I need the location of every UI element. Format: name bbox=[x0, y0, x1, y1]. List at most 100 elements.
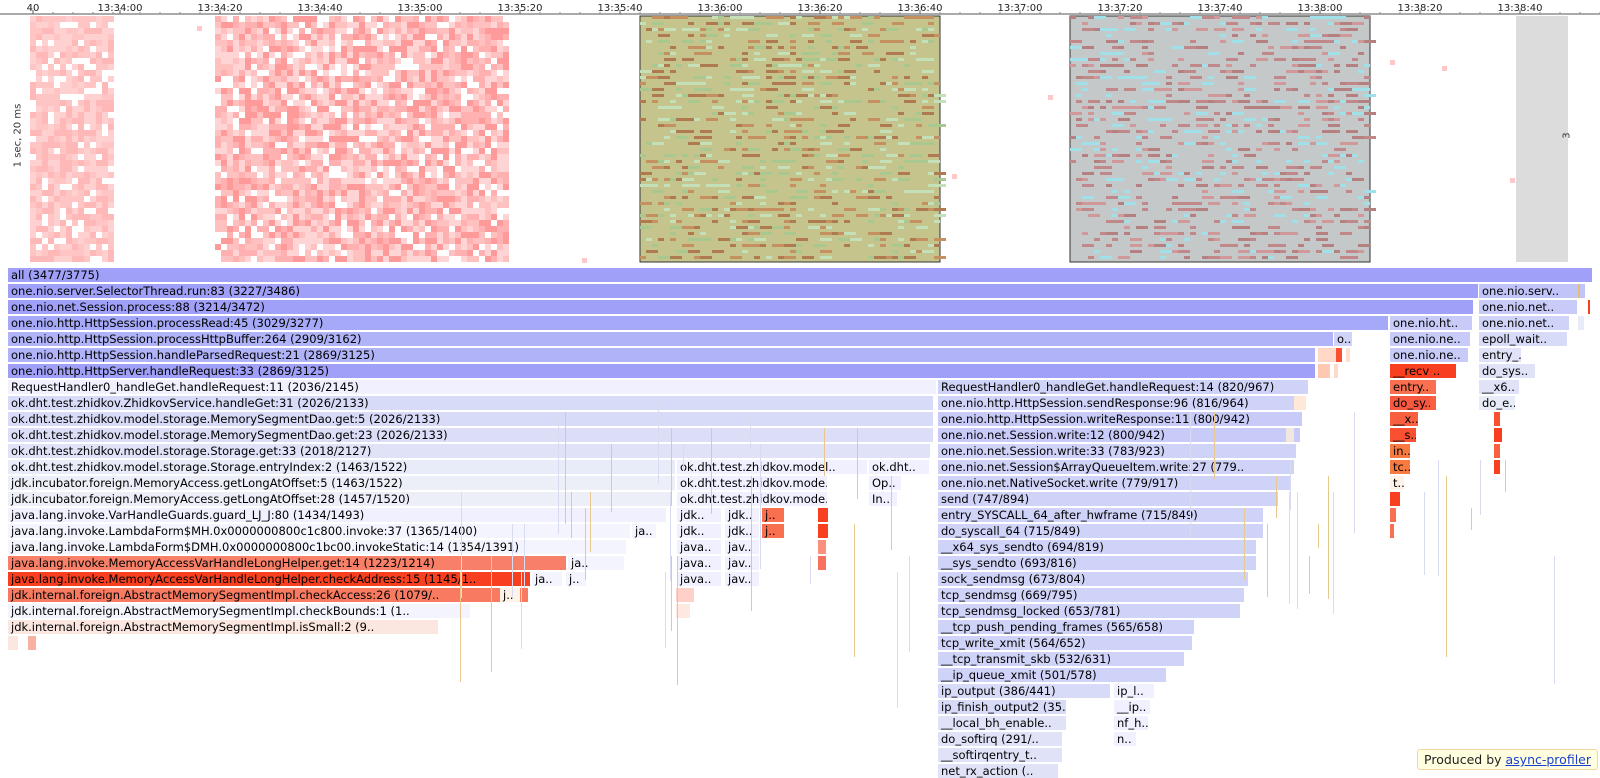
flame-frame[interactable]: one.nio.http.HttpServer.handleRequest:33… bbox=[8, 364, 1315, 378]
flame-frame[interactable]: jdk.. bbox=[677, 508, 721, 522]
flame-frame-small[interactable] bbox=[1390, 524, 1394, 538]
flame-frame[interactable]: RequestHandler0_handleGet.handleRequest:… bbox=[938, 380, 1308, 394]
flame-frame-small[interactable] bbox=[1334, 364, 1338, 378]
flame-frame-small[interactable] bbox=[1494, 460, 1500, 474]
flame-frame-small[interactable] bbox=[1494, 444, 1500, 458]
flame-frame[interactable]: one.nio.ne.. bbox=[1390, 348, 1468, 362]
flame-frame-small[interactable] bbox=[28, 636, 36, 650]
flame-frame[interactable]: ok.dht.test.zhidkov.mode.. bbox=[677, 492, 827, 506]
flame-frame[interactable]: java.lang.invoke.VarHandleGuards.guard_L… bbox=[8, 508, 666, 522]
flame-frame[interactable]: __recv .. bbox=[1390, 364, 1456, 378]
flame-frame[interactable]: one.nio.serv.. bbox=[1479, 284, 1585, 298]
flame-frame[interactable]: ok.dht.test.zhidkov.ZhidkovService.handl… bbox=[8, 396, 933, 410]
flame-frame-small[interactable] bbox=[1390, 492, 1400, 506]
flame-frame[interactable]: ok.dht.. bbox=[869, 460, 929, 474]
flame-frame[interactable]: __tcp_push_pending_frames (565/658) bbox=[938, 620, 1194, 634]
flame-frame-small[interactable] bbox=[1588, 300, 1590, 314]
flame-frame[interactable]: jdk.. bbox=[677, 524, 721, 538]
flame-frame[interactable]: In.. bbox=[869, 492, 897, 506]
flame-frame[interactable]: ok.dht.test.zhidkov.model.storage.Storag… bbox=[8, 444, 930, 458]
flame-frame[interactable]: jdk.internal.foreign.AbstractMemorySegme… bbox=[8, 588, 528, 602]
flame-frame-small[interactable] bbox=[818, 508, 828, 522]
flame-frame[interactable]: one.nio.net.Session.write:12 (800/942) bbox=[938, 428, 1300, 442]
flame-frame[interactable]: all (3477/3775) bbox=[8, 268, 1592, 282]
flame-frame[interactable]: in.. bbox=[1390, 444, 1410, 458]
flame-frame[interactable]: ok.dht.test.zhidkov.model.storage.Storag… bbox=[8, 460, 675, 474]
flame-frame[interactable]: jdk.internal.foreign.AbstractMemorySegme… bbox=[8, 620, 438, 634]
flame-frame-small[interactable] bbox=[818, 524, 828, 538]
flame-frame[interactable]: __ip.. bbox=[1114, 700, 1150, 714]
flame-frame[interactable]: java.lang.invoke.LambdaForm$DMH.0x000000… bbox=[8, 540, 626, 554]
flame-frame[interactable]: java.. bbox=[677, 572, 721, 586]
flame-frame[interactable]: ja.. bbox=[568, 556, 624, 570]
flame-frame[interactable]: tcp_sendmsg_locked (653/781) bbox=[938, 604, 1240, 618]
flame-frame[interactable]: do_sys.. bbox=[1479, 364, 1535, 378]
flame-frame-small[interactable] bbox=[818, 540, 826, 554]
flame-frame[interactable]: do_e.. bbox=[1479, 396, 1515, 410]
flame-frame[interactable]: java.. bbox=[677, 556, 721, 570]
flame-frame[interactable]: jdk.incubator.foreign.MemoryAccess.getLo… bbox=[8, 492, 672, 506]
heatmap-timeline[interactable]: 40 13:34:00 13:34:20 13:34:40 13:35:00 13:35:… bbox=[0, 0, 1600, 265]
flame-frame[interactable]: tcp_sendmsg (669/795) bbox=[938, 588, 1244, 602]
flame-frame[interactable]: jdk.. bbox=[725, 524, 759, 538]
flame-frame[interactable]: ja.. bbox=[532, 572, 562, 586]
flame-frame[interactable]: java.lang.invoke.MemoryAccessVarHandleLo… bbox=[8, 556, 566, 570]
flame-frame[interactable]: j.. bbox=[762, 524, 784, 538]
flame-frame[interactable]: __tcp_transmit_skb (532/631) bbox=[938, 652, 1184, 666]
flame-frame[interactable]: entry.. bbox=[1390, 380, 1436, 394]
flame-frame[interactable]: ok.dht.test.zhidkov.model.storage.Memory… bbox=[8, 428, 933, 442]
flame-frame[interactable]: one.nio.net.. bbox=[1479, 300, 1577, 314]
flame-frame[interactable]: send (747/894) bbox=[938, 492, 1278, 506]
flame-frame-small[interactable] bbox=[8, 636, 18, 650]
flame-frame[interactable]: do_softirq (291/.. bbox=[938, 732, 1062, 746]
flame-frame[interactable]: ok.dht.test.zhidkov.model.. bbox=[677, 460, 867, 474]
flame-frame[interactable]: jdk.. bbox=[725, 508, 759, 522]
flame-frame[interactable]: one.nio.net.. bbox=[1479, 316, 1569, 330]
flame-frame[interactable]: ok.dht.test.zhidkov.model.storage.Memory… bbox=[8, 412, 933, 426]
flame-frame-small[interactable] bbox=[1318, 364, 1330, 378]
flame-frame[interactable]: n.. bbox=[1114, 732, 1136, 746]
flame-frame[interactable]: entry_.. bbox=[1479, 348, 1521, 362]
flame-frame[interactable]: ja.. bbox=[632, 524, 656, 538]
flame-frame[interactable]: one.nio.net.Session.write:33 (783/923) bbox=[938, 444, 1296, 458]
flame-frame[interactable]: __x.. bbox=[1390, 412, 1418, 426]
flame-frame-small[interactable] bbox=[1578, 316, 1584, 330]
heatmap-canvas[interactable] bbox=[0, 0, 1600, 265]
flame-frame-small[interactable] bbox=[676, 588, 694, 602]
flame-frame[interactable]: ip_finish_output2 (35.. bbox=[938, 700, 1066, 714]
flame-frame[interactable]: java.lang.invoke.MemoryAccessVarHandleLo… bbox=[8, 572, 530, 586]
flame-frame[interactable]: one.nio.ne.. bbox=[1390, 332, 1470, 346]
flame-frame[interactable]: nf_h.. bbox=[1114, 716, 1148, 730]
async-profiler-link[interactable]: async-profiler bbox=[1505, 752, 1592, 767]
flame-frame[interactable]: one.nio.http.HttpSession.sendResponse:96… bbox=[938, 396, 1306, 410]
flame-frame-small[interactable] bbox=[1494, 428, 1502, 442]
flame-frame[interactable]: net_rx_action (.. bbox=[938, 764, 1058, 778]
flame-frame[interactable]: ok.dht.test.zhidkov.mode.. bbox=[677, 476, 827, 490]
flame-frame-small[interactable] bbox=[1286, 428, 1294, 442]
flame-frame[interactable]: do_syscall_64 (715/849) bbox=[938, 524, 1263, 538]
flame-frame[interactable]: jav.. bbox=[725, 572, 759, 586]
flame-frame[interactable]: ip_output (386/441) bbox=[938, 684, 1110, 698]
flame-frame[interactable]: ip_l.. bbox=[1114, 684, 1154, 698]
flame-frame[interactable]: j.. bbox=[566, 572, 586, 586]
flame-frame[interactable]: entry_SYSCALL_64_after_hwframe (715/849) bbox=[938, 508, 1263, 522]
flame-frame[interactable]: jdk.incubator.foreign.MemoryAccess.getLo… bbox=[8, 476, 675, 490]
flame-frame[interactable]: j.. bbox=[762, 508, 784, 522]
flame-frame[interactable]: __local_bh_enable.. bbox=[938, 716, 1066, 730]
flame-frame[interactable]: RequestHandler0_handleGet.handleRequest:… bbox=[8, 380, 936, 394]
flame-frame[interactable]: jav.. bbox=[725, 556, 759, 570]
flame-frame-small[interactable] bbox=[818, 556, 826, 570]
flame-frame[interactable]: __ip_queue_xmit (501/578) bbox=[938, 668, 1166, 682]
flame-frame[interactable]: jdk.internal.foreign.AbstractMemorySegme… bbox=[8, 604, 470, 618]
flame-frame[interactable]: __softirqentry_t.. bbox=[938, 748, 1062, 762]
flame-frame-small[interactable] bbox=[1578, 284, 1580, 298]
flame-frame-small[interactable] bbox=[1346, 348, 1350, 362]
flame-frame[interactable]: o.. bbox=[1334, 332, 1352, 346]
flame-frame[interactable]: tc.. bbox=[1390, 460, 1410, 474]
flame-frame-small[interactable] bbox=[1336, 348, 1342, 362]
flame-frame-small[interactable] bbox=[1294, 396, 1306, 410]
flame-frame[interactable]: one.nio.net.Session$ArrayQueueItem.write… bbox=[938, 460, 1294, 474]
flame-frame-small[interactable] bbox=[1494, 412, 1500, 426]
flame-frame[interactable]: __x64_sys_sendto (694/819) bbox=[938, 540, 1256, 554]
flame-frame[interactable]: t.. bbox=[1390, 476, 1404, 490]
